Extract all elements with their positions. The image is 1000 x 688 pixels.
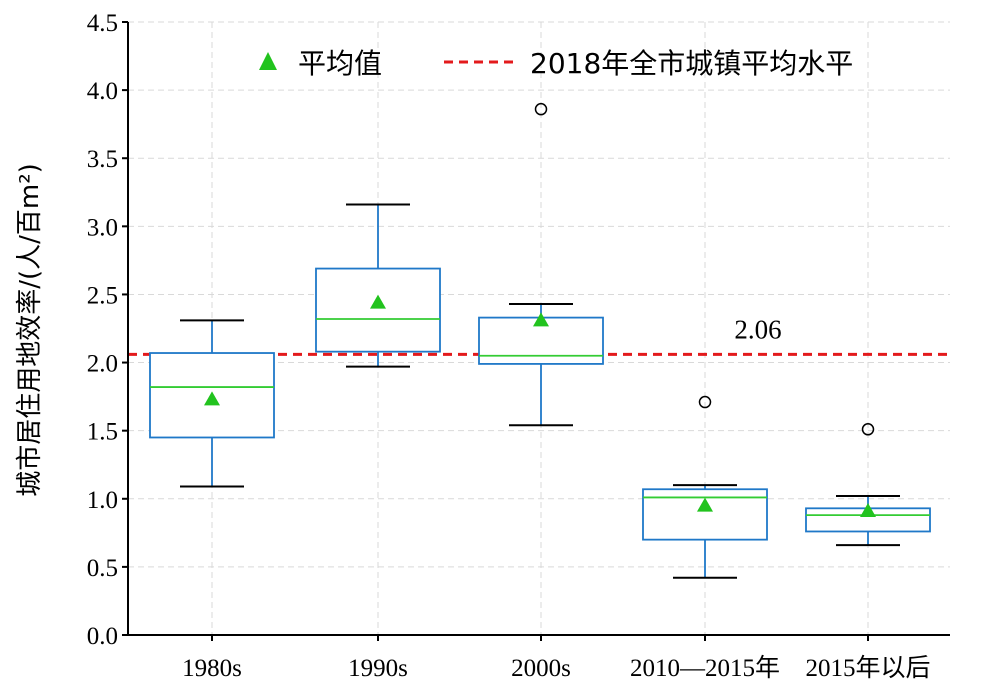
outlier-point bbox=[698, 395, 712, 409]
y-axis-label: 城市居住用地效率/(人/百m²) bbox=[15, 163, 45, 497]
legend-mean-label: 平均值 bbox=[298, 47, 382, 80]
box-group bbox=[642, 395, 768, 579]
x-tick-label: 2000s bbox=[511, 655, 571, 682]
outlier-point bbox=[861, 423, 875, 436]
box-body bbox=[315, 267, 441, 353]
y-tick-label: 0.0 bbox=[87, 623, 118, 650]
x-tick-label: 2010—2015年 bbox=[630, 654, 780, 682]
x-tick-label: 2015年以后 bbox=[805, 654, 930, 682]
x-tick-label: 1980s bbox=[182, 655, 242, 682]
x-tick-label: 1990s bbox=[348, 655, 408, 682]
legend: 平均值 2018年全市城镇平均水平 bbox=[259, 47, 853, 80]
box-group bbox=[149, 319, 275, 488]
y-tick-label: 0.5 bbox=[87, 555, 118, 582]
y-tick-label: 1.5 bbox=[87, 419, 118, 446]
y-tick-label: 3.0 bbox=[87, 214, 118, 241]
y-tick-label: 4.5 bbox=[87, 10, 118, 37]
y-tick-label: 4.0 bbox=[87, 78, 118, 105]
mean-marker bbox=[370, 294, 386, 309]
box-plots bbox=[149, 102, 931, 579]
box-group bbox=[805, 423, 931, 547]
box-group bbox=[478, 102, 604, 427]
mean-marker bbox=[860, 503, 876, 518]
axes bbox=[127, 22, 950, 636]
mean-marker bbox=[533, 312, 549, 327]
x-tick-labels: 1980s 1990s 2000s 2010—2015年 2015年以后 bbox=[182, 635, 931, 682]
y-tick-label: 2.5 bbox=[87, 282, 118, 309]
legend-reference-label: 2018年全市城镇平均水平 bbox=[530, 47, 853, 80]
mean-marker bbox=[697, 497, 713, 512]
y-tick-labels: 0.0 0.5 1.0 1.5 2.0 2.5 3.0 3.5 4.0 4.5 bbox=[87, 10, 128, 650]
reference-value-annotation: 2.06 bbox=[734, 314, 781, 344]
outlier-point bbox=[534, 102, 548, 116]
mean-marker bbox=[204, 391, 220, 406]
y-tick-label: 3.5 bbox=[87, 146, 118, 173]
y-tick-label: 1.0 bbox=[87, 487, 118, 514]
y-tick-label: 2.0 bbox=[87, 351, 118, 378]
legend-triangle-icon bbox=[259, 52, 277, 70]
box-group bbox=[315, 203, 441, 368]
